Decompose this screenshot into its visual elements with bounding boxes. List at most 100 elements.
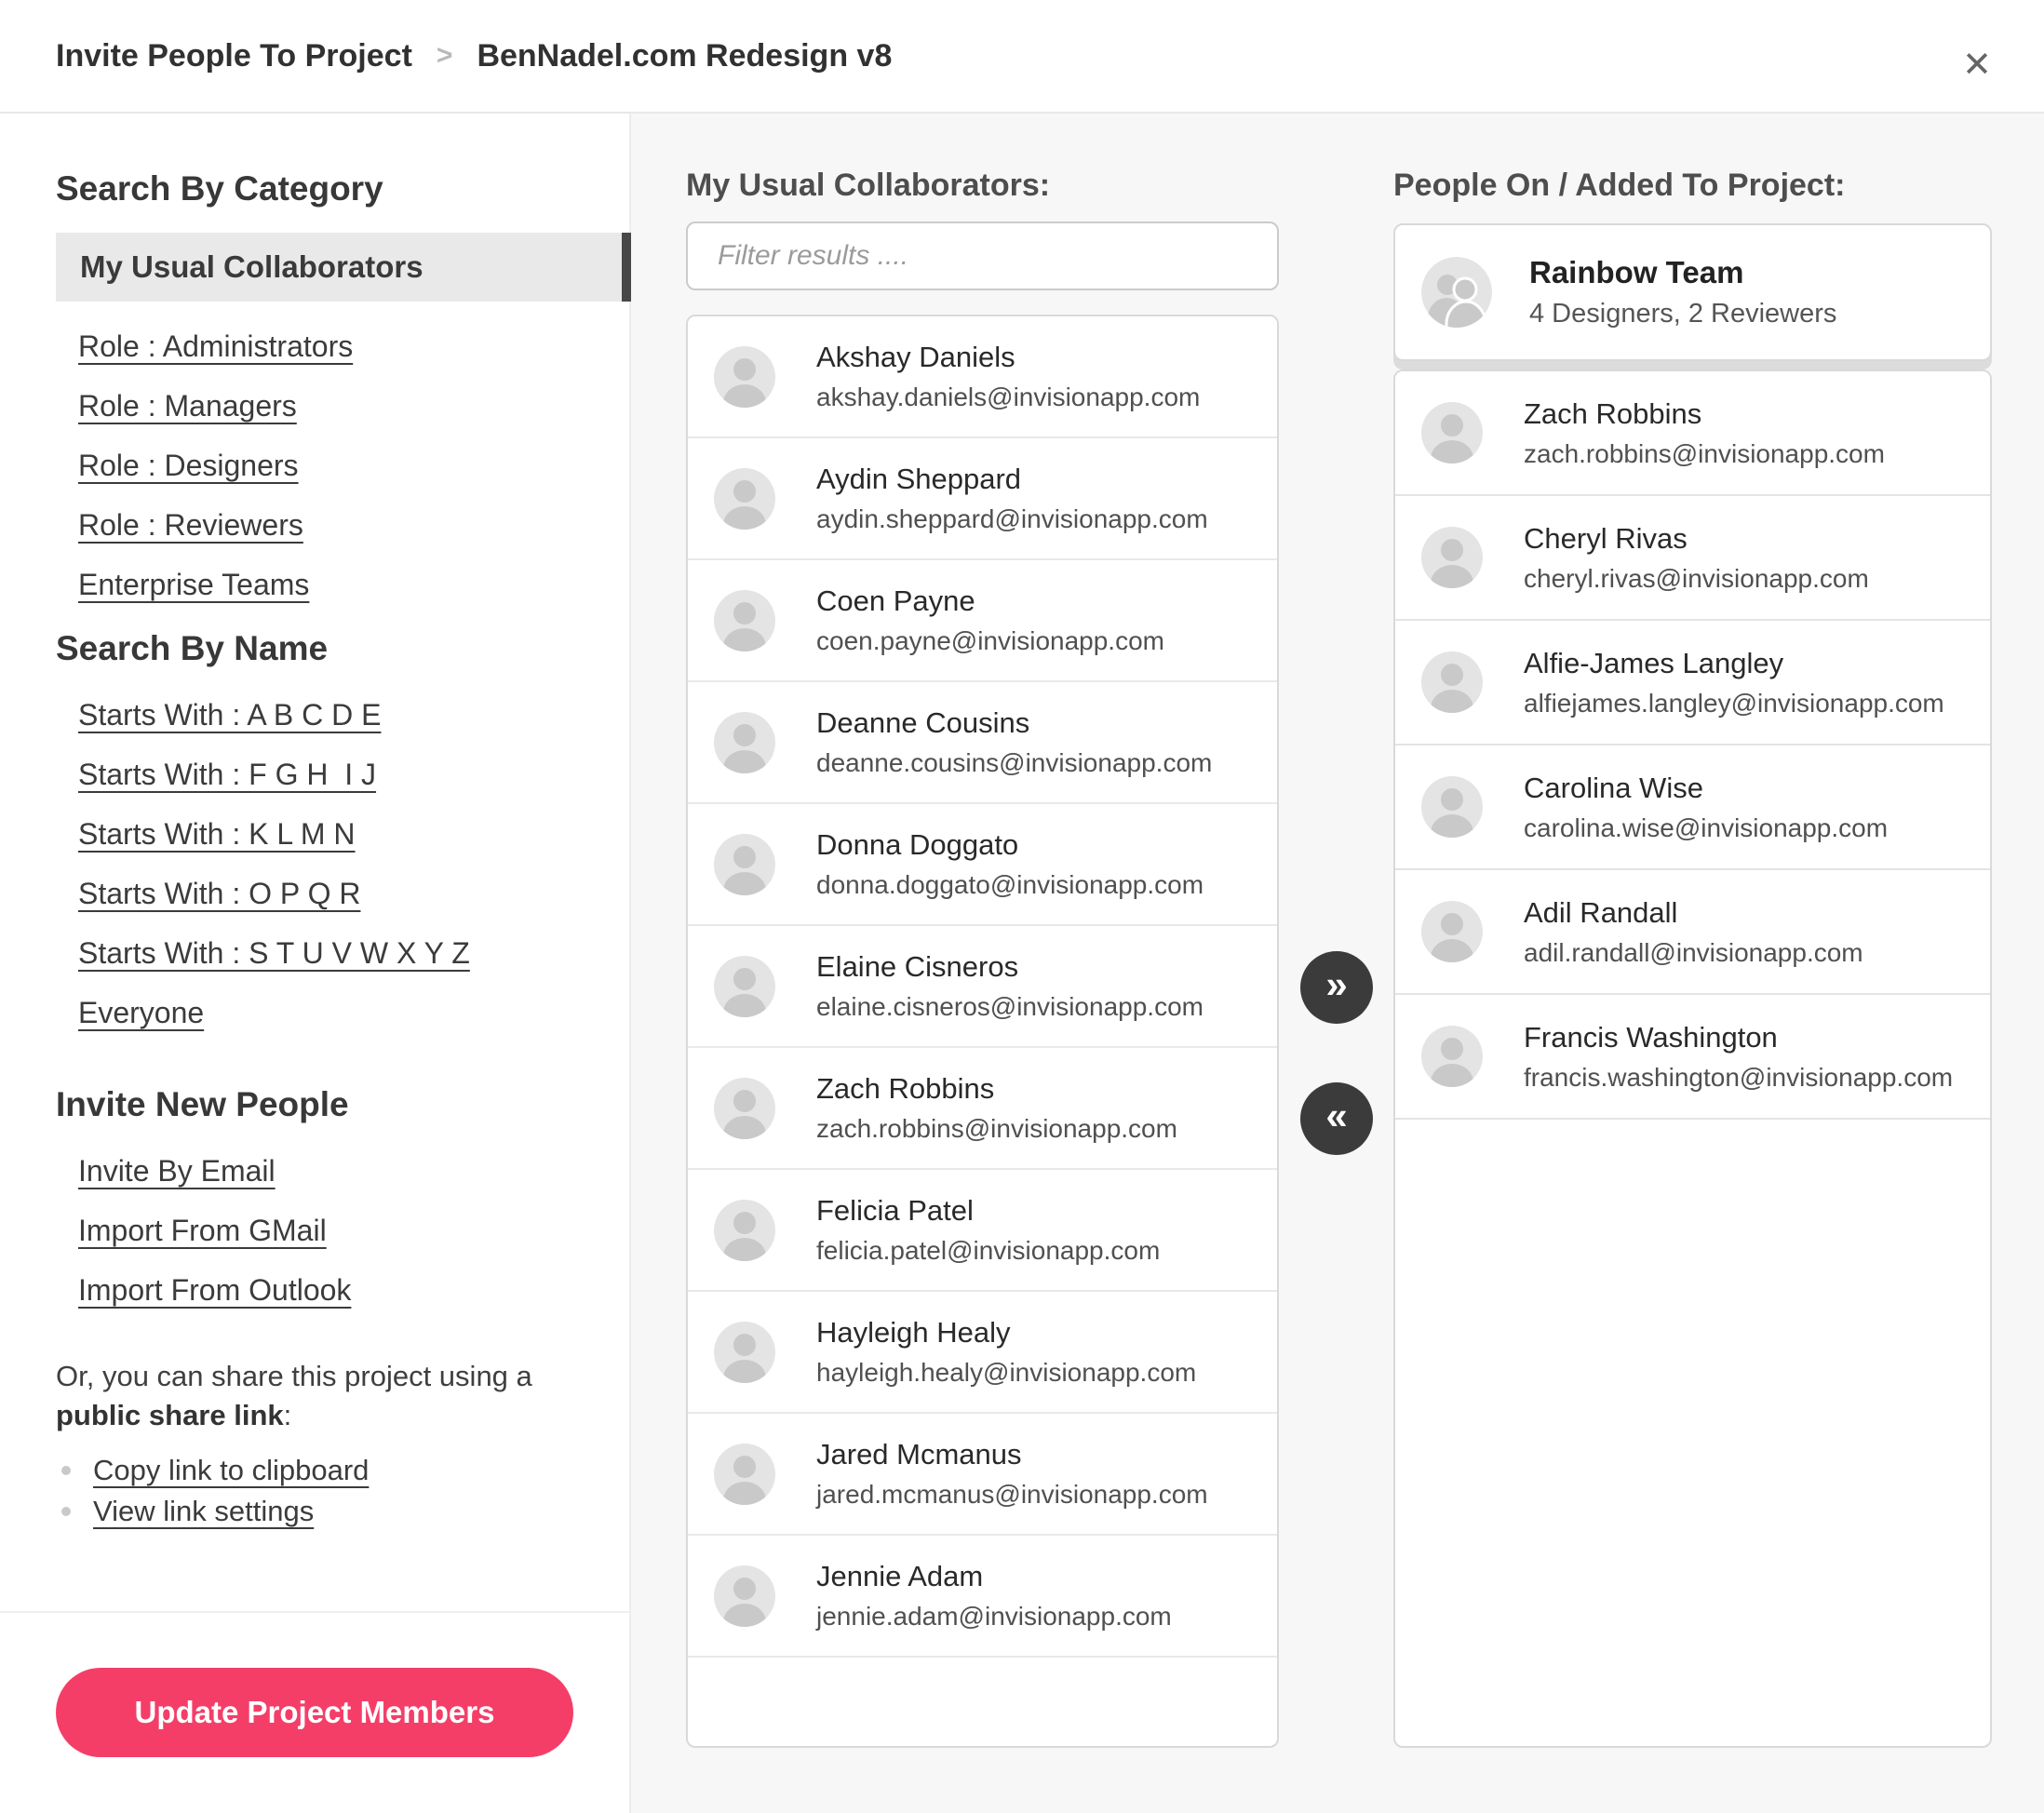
person-text: Aydin Sheppard aydin.sheppard@invisionap… bbox=[816, 463, 1208, 534]
person-text: Akshay Daniels akshay.daniels@invisionap… bbox=[816, 341, 1200, 412]
person-text: Adil Randall adil.randall@invisionapp.co… bbox=[1524, 896, 1863, 968]
person-text: Donna Doggato donna.doggato@invisionapp.… bbox=[816, 828, 1204, 900]
avatar bbox=[1421, 901, 1483, 962]
added-person-row[interactable]: Francis Washington francis.washington@in… bbox=[1395, 995, 1990, 1120]
person-name: Zach Robbins bbox=[1524, 396, 1702, 430]
list-item: View link settings bbox=[0, 1491, 629, 1532]
person-email: akshay.daniels@invisionapp.com bbox=[816, 383, 1201, 411]
added-person-row[interactable]: Alfie-James Langley alfiejames.langley@i… bbox=[1395, 621, 1990, 745]
person-name: Akshay Daniels bbox=[816, 341, 1015, 373]
sidebar-item-role-reviewers[interactable]: Role : Reviewers bbox=[78, 508, 303, 542]
added-people-list: Zach Robbins zach.robbins@invisionapp.co… bbox=[1393, 369, 1992, 1748]
person-email: hayleigh.healy@invisionapp.com bbox=[816, 1358, 1197, 1387]
filter-results-input[interactable] bbox=[686, 222, 1279, 290]
active-indicator-bar bbox=[622, 233, 631, 302]
collaborator-row[interactable]: Aydin Sheppard aydin.sheppard@invisionap… bbox=[688, 438, 1277, 560]
update-project-members-button[interactable]: Update Project Members bbox=[56, 1668, 573, 1757]
sidebar-heading-invite-new-people: Invite New People bbox=[56, 1085, 349, 1123]
sidebar-heading-search-by-category: Search By Category bbox=[56, 169, 383, 208]
name-links: Starts With : A B C D E Starts With : F … bbox=[0, 685, 629, 1042]
collaborator-row[interactable]: Akshay Daniels akshay.daniels@invisionap… bbox=[688, 316, 1277, 438]
collaborator-row[interactable]: Jennie Adam jennie.adam@invisionapp.com bbox=[688, 1536, 1277, 1658]
person-text: Coen Payne coen.payne@invisionapp.com bbox=[816, 584, 1164, 656]
collaborators-column: My Usual Collaborators: Akshay Daniels a… bbox=[686, 114, 1279, 1813]
breadcrumb-title: Invite People To Project bbox=[56, 37, 412, 74]
person-name: Elaine Cisneros bbox=[816, 950, 1019, 983]
avatar bbox=[714, 955, 775, 1017]
avatar bbox=[714, 345, 775, 408]
collaborator-row[interactable]: Deanne Cousins deanne.cousins@invisionap… bbox=[688, 682, 1277, 804]
collaborator-row[interactable]: Felicia Patel felicia.patel@invisionapp.… bbox=[688, 1170, 1277, 1292]
sidebar-item-role-managers[interactable]: Role : Managers bbox=[78, 389, 297, 423]
sidebar-item-enterprise-teams[interactable]: Enterprise Teams bbox=[78, 568, 310, 601]
person-email: francis.washington@invisionapp.com bbox=[1524, 1062, 1954, 1092]
collaborator-row[interactable]: Hayleigh Healy hayleigh.healy@invisionap… bbox=[688, 1292, 1277, 1414]
sidebar-item-starts-with-klmn[interactable]: Starts With : K L M N bbox=[78, 817, 356, 851]
sidebar-item-import-from-outlook[interactable]: Import From Outlook bbox=[78, 1273, 352, 1307]
close-icon[interactable]: ✕ bbox=[1962, 46, 1992, 85]
category-links: Role : Administrators Role : Managers Ro… bbox=[0, 316, 629, 614]
person-name: Zach Robbins bbox=[816, 1072, 995, 1105]
person-name: Hayleigh Healy bbox=[816, 1316, 1011, 1349]
person-email: adil.randall@invisionapp.com bbox=[1524, 937, 1863, 967]
person-text: Jared Mcmanus jared.mcmanus@invisionapp.… bbox=[816, 1438, 1208, 1510]
person-text: Carolina Wise carolina.wise@invisionapp.… bbox=[1524, 772, 1888, 843]
project-members-heading: People On / Added To Project: bbox=[1393, 168, 1846, 203]
public-share-note: Or, you can share this project using a p… bbox=[56, 1357, 558, 1435]
breadcrumb: Invite People To Project > BenNadel.com … bbox=[56, 38, 892, 74]
bullet-icon bbox=[61, 1466, 71, 1475]
sidebar: Search By Category My Usual Collaborator… bbox=[0, 114, 631, 1813]
person-name: Francis Washington bbox=[1524, 1020, 1778, 1054]
person-name: Adil Randall bbox=[1524, 895, 1678, 929]
added-person-row[interactable]: Zach Robbins zach.robbins@invisionapp.co… bbox=[1395, 371, 1990, 496]
avatar bbox=[714, 1443, 775, 1505]
add-to-project-button[interactable]: » bbox=[1300, 951, 1373, 1024]
sidebar-item-role-administrators[interactable]: Role : Administrators bbox=[78, 329, 354, 363]
collaborator-row[interactable]: Elaine Cisneros elaine.cisneros@invision… bbox=[688, 926, 1277, 1048]
avatar bbox=[1421, 527, 1483, 588]
sidebar-item-starts-with-stuvwxyz[interactable]: Starts With : S T U V W X Y Z bbox=[78, 936, 470, 970]
remove-from-project-button[interactable]: « bbox=[1300, 1082, 1373, 1155]
sidebar-item-everyone[interactable]: Everyone bbox=[78, 996, 205, 1029]
collaborator-row[interactable]: Donna Doggato donna.doggato@invisionapp.… bbox=[688, 804, 1277, 926]
avatar bbox=[714, 467, 775, 530]
person-text: Cheryl Rivas cheryl.rivas@invisionapp.co… bbox=[1524, 522, 1869, 594]
person-email: donna.doggato@invisionapp.com bbox=[816, 870, 1204, 899]
sidebar-item-starts-with-fghij[interactable]: Starts With : F G H I J bbox=[78, 758, 377, 791]
sidebar-item-role-designers[interactable]: Role : Designers bbox=[78, 449, 299, 482]
person-email: zach.robbins@invisionapp.com bbox=[1524, 438, 1885, 468]
added-person-row[interactable]: Adil Randall adil.randall@invisionapp.co… bbox=[1395, 870, 1990, 995]
team-subtitle: 4 Designers, 2 Reviewers bbox=[1529, 299, 1837, 329]
person-email: jared.mcmanus@invisionapp.com bbox=[816, 1480, 1208, 1509]
person-name: Felicia Patel bbox=[816, 1194, 974, 1227]
sidebar-item-starts-with-abcde[interactable]: Starts With : A B C D E bbox=[78, 698, 382, 732]
sidebar-item-invite-by-email[interactable]: Invite By Email bbox=[78, 1154, 276, 1188]
team-avatar bbox=[1421, 257, 1492, 328]
person-text: Jennie Adam jennie.adam@invisionapp.com bbox=[816, 1560, 1172, 1632]
sidebar-item-import-from-gmail[interactable]: Import From GMail bbox=[78, 1214, 327, 1247]
person-text: Deanne Cousins deanne.cousins@invisionap… bbox=[816, 706, 1212, 778]
avatar bbox=[1421, 1026, 1483, 1087]
person-name: Jennie Adam bbox=[816, 1560, 984, 1592]
collaborator-row[interactable]: Jared Mcmanus jared.mcmanus@invisionapp.… bbox=[688, 1414, 1277, 1536]
collaborator-row[interactable]: Zach Robbins zach.robbins@invisionapp.co… bbox=[688, 1048, 1277, 1170]
added-person-row[interactable]: Carolina Wise carolina.wise@invisionapp.… bbox=[1395, 745, 1990, 870]
copy-link-to-clipboard-link[interactable]: Copy link to clipboard bbox=[93, 1454, 370, 1486]
avatar bbox=[714, 711, 775, 773]
person-email: aydin.sheppard@invisionapp.com bbox=[816, 504, 1208, 533]
modal-body: Search By Category My Usual Collaborator… bbox=[0, 114, 2044, 1813]
sidebar-item-starts-with-opqr[interactable]: Starts With : O P Q R bbox=[78, 877, 361, 910]
bullet-icon bbox=[61, 1507, 71, 1516]
sidebar-item-my-usual-collaborators[interactable]: My Usual Collaborators bbox=[56, 233, 631, 302]
collaborator-row[interactable]: Coen Payne coen.payne@invisionapp.com bbox=[688, 560, 1277, 682]
modal-header: Invite People To Project > BenNadel.com … bbox=[0, 0, 2044, 114]
person-text: Zach Robbins zach.robbins@invisionapp.co… bbox=[816, 1072, 1177, 1144]
team-card[interactable]: Rainbow Team 4 Designers, 2 Reviewers bbox=[1393, 223, 1992, 361]
person-text: Elaine Cisneros elaine.cisneros@invision… bbox=[816, 950, 1204, 1022]
avatar bbox=[714, 1199, 775, 1261]
share-note-bold: public share link bbox=[56, 1399, 284, 1431]
view-link-settings-link[interactable]: View link settings bbox=[93, 1495, 315, 1527]
share-note-suffix: : bbox=[283, 1399, 292, 1431]
added-person-row[interactable]: Cheryl Rivas cheryl.rivas@invisionapp.co… bbox=[1395, 496, 1990, 621]
